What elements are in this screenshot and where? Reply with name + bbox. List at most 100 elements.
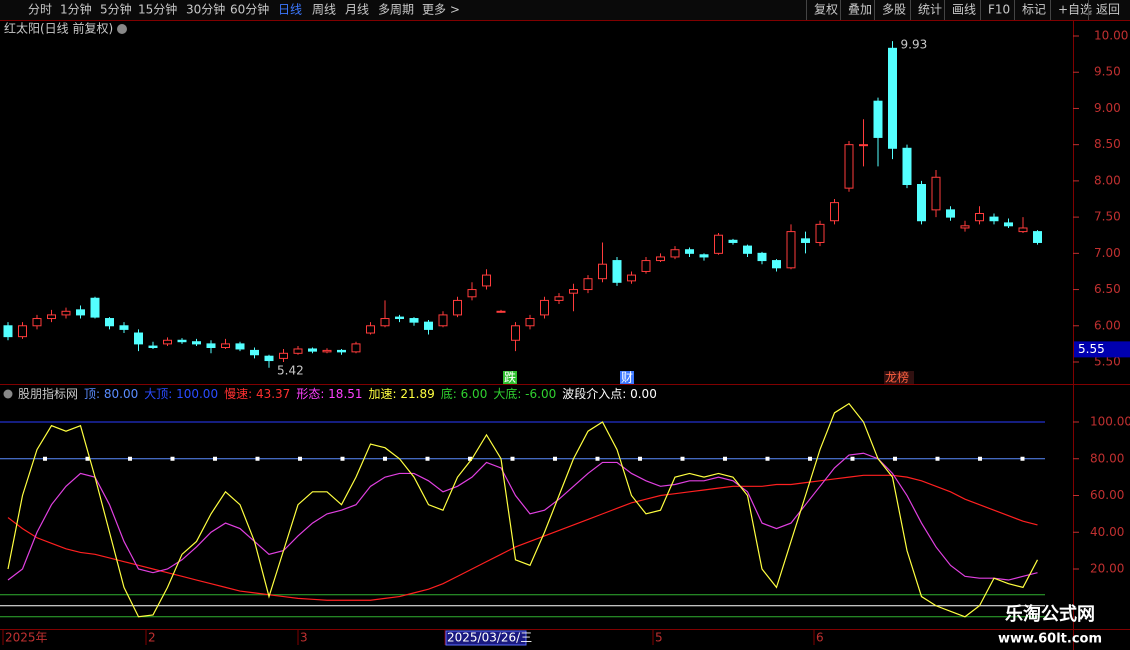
candle-body — [844, 144, 854, 189]
level-dot — [340, 456, 345, 461]
y-tick-label: 8.00 — [1094, 173, 1121, 187]
candle-body — [946, 209, 955, 218]
candle-body — [250, 349, 259, 356]
candle-body — [322, 349, 332, 353]
period-tab[interactable]: 更多 > — [422, 3, 460, 17]
period-tab[interactable]: 1分钟 — [60, 2, 92, 17]
legend-item: 形态: 18.51 — [296, 387, 362, 401]
candle-body — [206, 343, 216, 349]
candle-body — [685, 249, 694, 254]
candle-body — [525, 318, 535, 327]
period-tab[interactable]: 分时 — [28, 3, 52, 17]
legend-item: 顶: 80.00 — [84, 387, 138, 401]
candle-body — [728, 239, 738, 243]
event-marker[interactable]: 跌 — [504, 370, 516, 385]
date-label: 2 — [148, 631, 156, 645]
candle-body — [90, 297, 100, 318]
toolbar-button[interactable]: F10 — [988, 3, 1010, 17]
level-dot — [638, 456, 642, 461]
period-tab[interactable]: 月线 — [345, 3, 369, 17]
level-dot — [850, 456, 855, 461]
period-tab[interactable]: 日线 — [278, 3, 302, 17]
indicator-line — [7, 402, 1039, 618]
period-tab[interactable]: 周线 — [312, 3, 336, 17]
period-tab[interactable]: 5分钟 — [100, 2, 132, 17]
candle-body — [3, 325, 13, 338]
candle-body — [743, 245, 752, 254]
candle-body — [1018, 227, 1028, 233]
candle-body — [873, 100, 883, 138]
date-label: 2025年 — [5, 631, 48, 645]
y-tick-label: 6.50 — [1094, 282, 1121, 296]
candle-body — [772, 260, 781, 269]
level-dot — [213, 456, 217, 461]
candle-body — [293, 348, 303, 354]
candle-body — [975, 212, 984, 222]
date-label: 2025/03/26/三 — [447, 631, 532, 645]
level-dot — [510, 456, 515, 461]
candle-body — [380, 318, 390, 327]
toolbar-button[interactable]: +自选 — [1058, 3, 1092, 17]
y-tick-label: 5.50 — [1094, 355, 1121, 369]
toolbar-button[interactable]: 标记 — [1022, 3, 1046, 17]
candle-body — [482, 274, 491, 287]
y-tick-label: 10.00 — [1094, 29, 1128, 43]
toolbar-button[interactable]: 复权 — [814, 3, 838, 17]
toolbar-button[interactable]: 画线 — [952, 3, 976, 17]
candle-body — [931, 176, 941, 211]
candle-body — [989, 216, 999, 222]
candle-body — [670, 249, 680, 258]
candle-body — [801, 238, 810, 243]
level-dot — [1020, 456, 1025, 461]
title-menu[interactable] — [117, 24, 127, 34]
period-tab[interactable]: 15分钟 — [138, 2, 177, 17]
period-tab[interactable]: 60分钟 — [230, 2, 269, 17]
candle-body — [453, 299, 462, 316]
y-tick-label: 7.00 — [1094, 246, 1121, 260]
candle-body — [859, 144, 868, 147]
toolbar-button[interactable]: 返回 — [1096, 3, 1120, 17]
y-tick-label: 40.00 — [1090, 525, 1124, 539]
candle-body — [424, 321, 433, 330]
event-marker-bg[interactable] — [503, 371, 517, 384]
candle-body — [569, 289, 578, 294]
legend-item: 波段介入点: 0.00 — [562, 386, 657, 401]
y-tick-label: 20.00 — [1090, 562, 1124, 576]
event-marker-bg[interactable] — [884, 371, 914, 384]
candle-body — [192, 341, 201, 345]
candle-body — [119, 325, 129, 330]
price-tag-bg — [1074, 341, 1130, 358]
period-tab[interactable]: 30分钟 — [186, 2, 225, 17]
candle-body — [598, 263, 607, 280]
level-dot — [893, 456, 897, 461]
candle-body — [960, 225, 970, 229]
level-dot — [723, 456, 727, 461]
toolbar-button[interactable]: 叠加 — [848, 3, 872, 17]
level-dot — [43, 456, 47, 461]
candle-body — [1033, 231, 1042, 243]
event-marker-bg[interactable] — [620, 371, 634, 384]
y-tick-label: 9.50 — [1094, 65, 1121, 79]
y-tick-label: 6.00 — [1094, 318, 1121, 332]
candle-body — [438, 314, 448, 327]
period-tab[interactable]: 多周期 — [378, 3, 414, 17]
event-marker[interactable]: 财 — [621, 371, 633, 385]
candle-body — [815, 223, 825, 243]
level-dot — [935, 456, 940, 461]
candle-body — [699, 254, 709, 258]
chart-title: 红太阳(日线 前复权) — [4, 21, 113, 36]
candle-body — [337, 349, 346, 353]
event-marker[interactable]: 龙榜 — [885, 370, 909, 385]
level-dot — [298, 456, 302, 461]
watermark-url: www.60lt.com — [998, 632, 1102, 647]
legend-menu[interactable] — [3, 389, 13, 399]
y-tick-label: 80.00 — [1090, 451, 1124, 465]
toolbar-button[interactable]: 多股 — [882, 3, 906, 17]
candle-body — [757, 252, 767, 262]
toolbar-button[interactable]: 统计 — [918, 3, 942, 17]
candle-body — [554, 296, 564, 301]
candle-body — [163, 339, 172, 345]
candle-body — [714, 234, 723, 254]
